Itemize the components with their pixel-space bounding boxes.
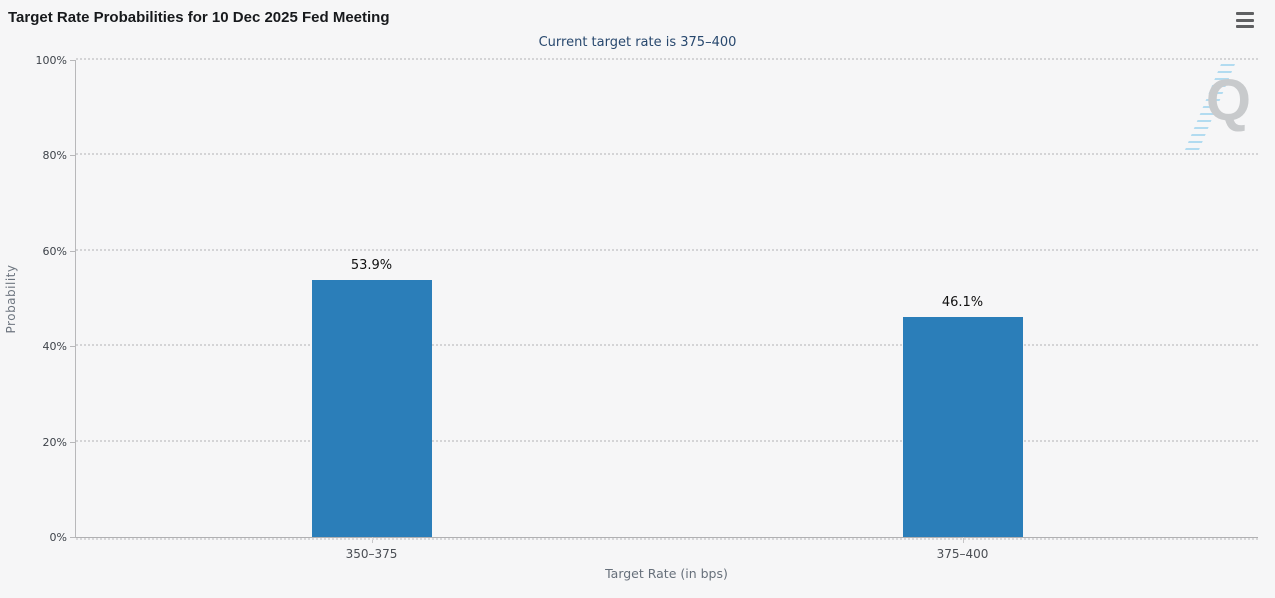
y-axis-tick-label: 60% bbox=[42, 244, 67, 258]
y-axis-tick bbox=[70, 60, 76, 61]
chart-subtitle: Current target rate is 375–400 bbox=[538, 35, 737, 50]
hamburger-icon bbox=[1236, 12, 1254, 15]
x-axis-tick-label: 375–400 bbox=[936, 547, 989, 561]
y-axis-tick bbox=[70, 250, 76, 252]
y-axis-tick-label: 0% bbox=[49, 531, 67, 544]
y-gridline bbox=[76, 153, 1258, 156]
y-gridline bbox=[76, 344, 1258, 347]
category-group: 46.1% 375–400 bbox=[902, 60, 1023, 561]
x-axis-tick bbox=[371, 537, 373, 543]
y-gridline bbox=[76, 439, 1258, 442]
probability-bar[interactable] bbox=[311, 279, 432, 537]
x-axis-tick bbox=[962, 537, 964, 543]
y-axis-tick-label: 40% bbox=[42, 340, 67, 354]
y-axis-title: Probability bbox=[4, 264, 18, 334]
bar-value-label: 53.9% bbox=[350, 257, 393, 273]
chart-menu-button[interactable] bbox=[1236, 12, 1254, 28]
plot-area: 0% 20% 40% 60% 80% 100% 53.9% 350–375 46.1% 375–4… bbox=[36, 54, 1258, 561]
y-axis-tick bbox=[70, 441, 76, 443]
y-axis-tick bbox=[70, 155, 76, 157]
chart-title: Target Rate Probabilities for 10 Dec 202… bbox=[8, 9, 390, 26]
y-axis-tick-label: 100% bbox=[35, 54, 67, 67]
bar-value-label: 46.1% bbox=[941, 295, 984, 311]
category-group: 53.9% 350–375 bbox=[311, 60, 432, 561]
x-axis-title: Target Rate (in bps) bbox=[605, 566, 728, 581]
hamburger-icon bbox=[1236, 25, 1254, 28]
hamburger-icon bbox=[1236, 18, 1254, 22]
y-gridline bbox=[76, 58, 1258, 60]
probability-bar[interactable] bbox=[902, 317, 1023, 537]
y-axis-tick-label: 20% bbox=[42, 435, 67, 449]
x-axis-tick-label: 350–375 bbox=[345, 547, 398, 561]
y-axis-tick bbox=[70, 346, 76, 348]
y-gridline bbox=[76, 248, 1258, 251]
y-axis-tick bbox=[70, 537, 76, 538]
y-axis-tick-label: 80% bbox=[42, 149, 67, 163]
